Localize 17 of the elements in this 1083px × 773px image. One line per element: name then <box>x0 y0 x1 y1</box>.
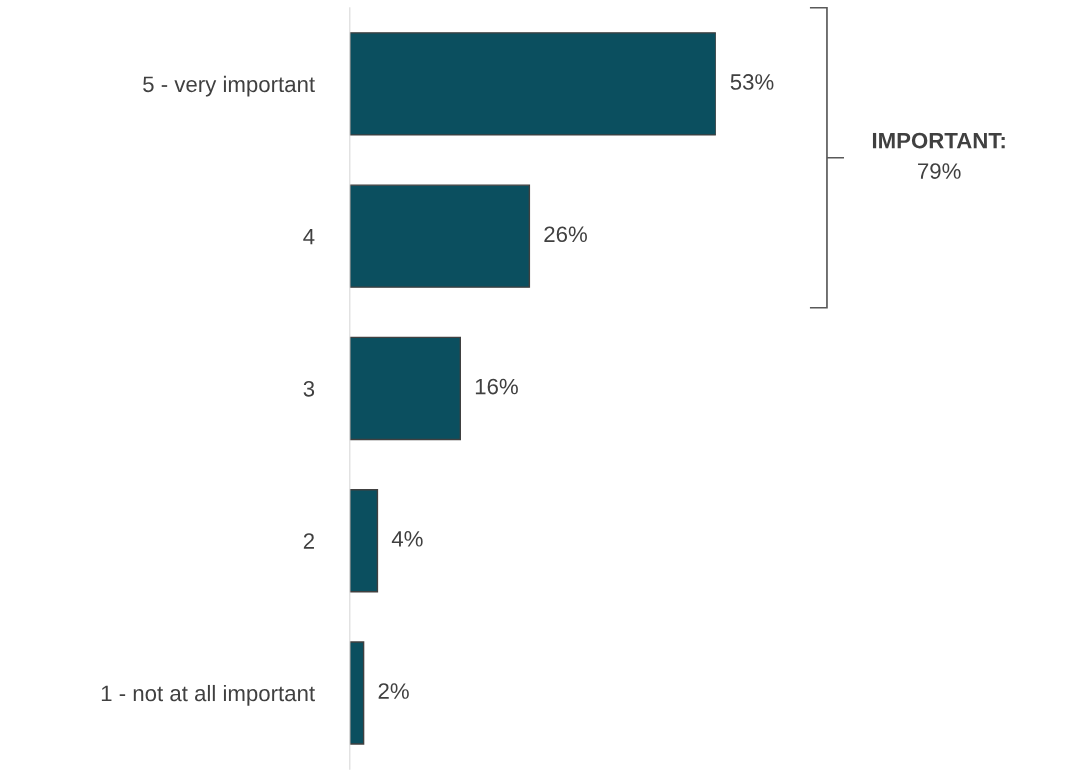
data-label: 26% <box>544 226 587 243</box>
text: 79% <box>918 163 961 179</box>
data-label: 16% <box>475 378 518 395</box>
bar <box>349 184 531 288</box>
y-tick-label: 3 <box>303 380 315 397</box>
data-label: 2% <box>378 683 409 699</box>
y-tick-label: 4 <box>303 228 315 245</box>
bar <box>349 32 716 136</box>
y-tick-label: 1 - not at all important <box>101 684 315 706</box>
y-tick-label: 5 - very important <box>143 75 315 97</box>
bar <box>349 336 462 441</box>
bar <box>349 489 379 593</box>
bar <box>349 641 365 745</box>
data-label: 53% <box>730 74 774 90</box>
y-tick-label: 2 <box>303 533 314 549</box>
data-label: 4% <box>391 531 423 547</box>
text: IMPORTANT: <box>872 132 1005 149</box>
